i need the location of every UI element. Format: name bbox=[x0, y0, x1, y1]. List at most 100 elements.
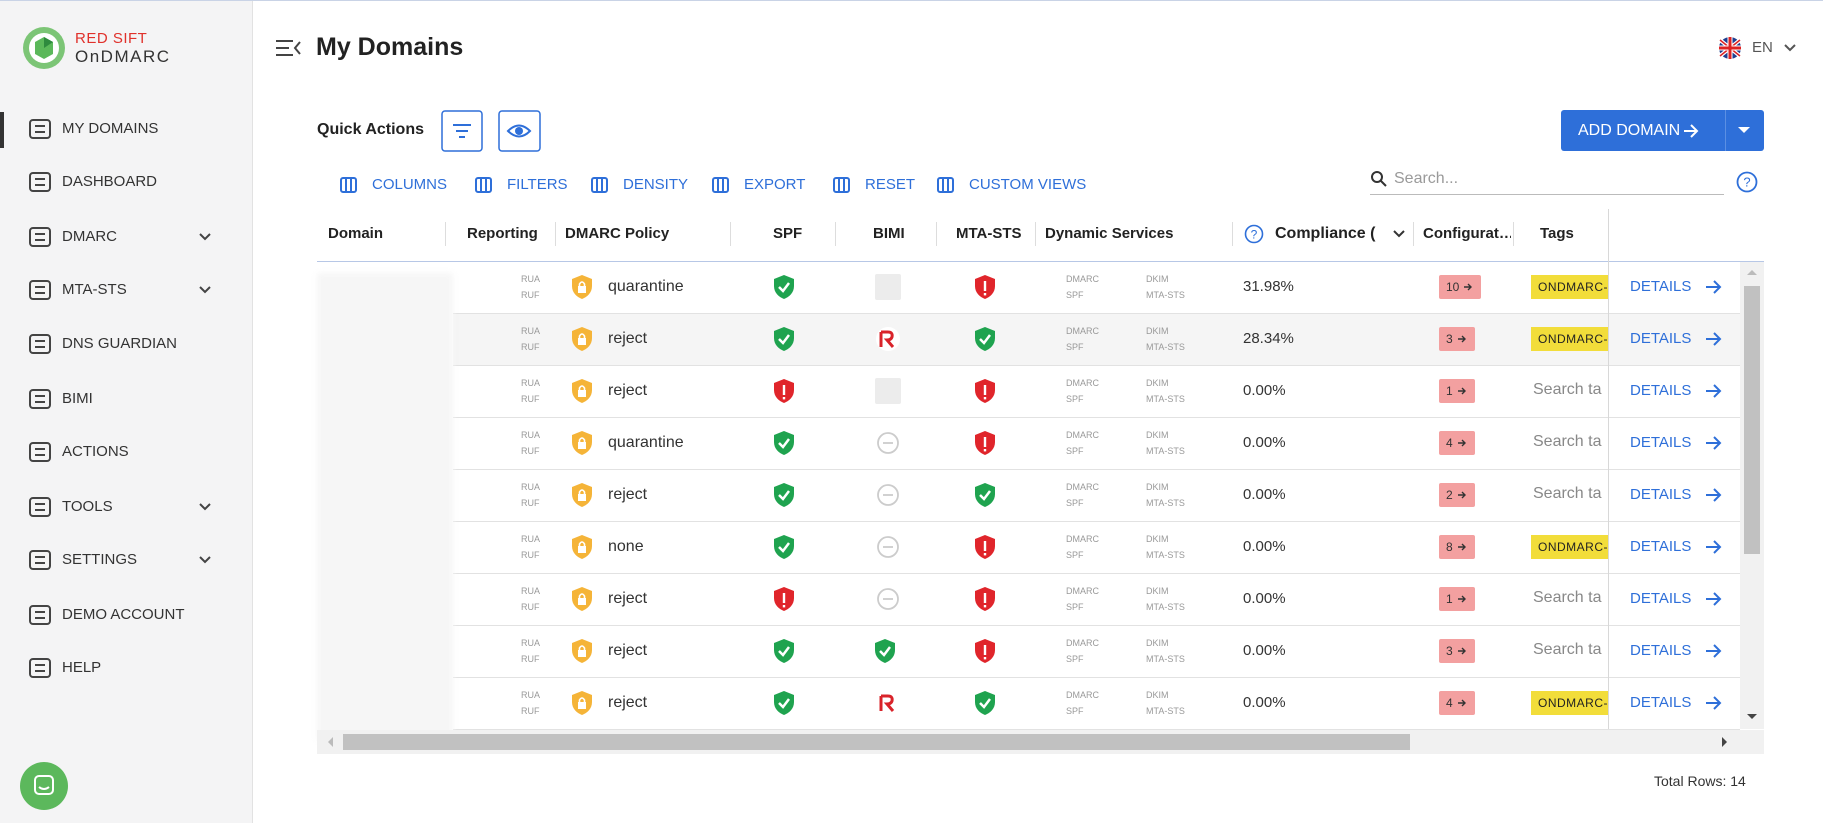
reporting-rua: RUA bbox=[521, 430, 541, 440]
configuration-badge[interactable] bbox=[1439, 275, 1481, 299]
help-icon[interactable]: ? bbox=[1736, 171, 1758, 193]
compliance: 0.00% bbox=[1243, 642, 1286, 659]
service-dkim: DKIM bbox=[1146, 482, 1169, 492]
language-flag[interactable] bbox=[1718, 36, 1742, 60]
add-domain-button[interactable] bbox=[1561, 110, 1764, 151]
toolbar-button[interactable]: CUSTOM VIEWS bbox=[969, 176, 1087, 193]
details-link[interactable]: DETAILS bbox=[1630, 486, 1692, 503]
toolbar-button[interactable]: COLUMNS bbox=[372, 176, 448, 193]
v-scroll-thumb[interactable] bbox=[1744, 286, 1760, 554]
toolbar-button[interactable]: RESET bbox=[865, 176, 916, 193]
configuration-badge[interactable] bbox=[1439, 327, 1475, 351]
tag-input[interactable]: Search ta bbox=[1533, 381, 1602, 398]
nav-item[interactable]: BIMI bbox=[62, 390, 93, 407]
configuration-badge[interactable] bbox=[1439, 483, 1475, 507]
configuration-badge[interactable] bbox=[1439, 535, 1475, 559]
details-link[interactable]: DETAILS bbox=[1630, 538, 1692, 555]
column-header[interactable]: Dynamic Services bbox=[1045, 225, 1174, 242]
configuration-badge[interactable] bbox=[1439, 691, 1475, 715]
toolbar-button[interactable]: EXPORT bbox=[744, 176, 806, 193]
bimi-status bbox=[876, 327, 900, 351]
configuration-count[interactable]: 1 bbox=[1446, 384, 1453, 398]
tag-input[interactable]: Search ta bbox=[1533, 589, 1602, 606]
compliance: 0.00% bbox=[1243, 486, 1286, 503]
compliance: 31.98% bbox=[1243, 278, 1294, 295]
service-mta-sts: MTA-STS bbox=[1146, 498, 1185, 508]
search-input[interactable] bbox=[1370, 194, 1724, 195]
mta-sts-status bbox=[975, 327, 995, 351]
view-button[interactable] bbox=[498, 110, 541, 152]
configuration-count[interactable]: 4 bbox=[1446, 436, 1453, 450]
configuration-count[interactable]: 1 bbox=[1446, 592, 1453, 606]
configuration-count[interactable]: 4 bbox=[1446, 696, 1453, 710]
service-dmarc: DMARC bbox=[1066, 534, 1099, 544]
configuration-count[interactable]: 2 bbox=[1446, 488, 1453, 502]
configuration-arrow bbox=[1458, 335, 1466, 343]
dmarc-policy: quarantine bbox=[608, 434, 684, 451]
bimi-status bbox=[877, 484, 899, 506]
column-header[interactable]: Domain bbox=[328, 225, 384, 242]
nav-item[interactable]: DNS GUARDIAN bbox=[62, 335, 178, 352]
nav-item[interactable]: SETTINGS bbox=[62, 551, 138, 568]
configuration-arrow bbox=[1458, 439, 1466, 447]
row-separator bbox=[453, 365, 1740, 366]
configuration-badge[interactable] bbox=[1439, 431, 1475, 455]
service-spf: SPF bbox=[1066, 446, 1084, 456]
column-header[interactable]: MTA-STS bbox=[956, 225, 1022, 242]
search-placeholder[interactable]: Search... bbox=[1394, 170, 1459, 187]
configuration-count[interactable]: 3 bbox=[1446, 332, 1453, 346]
configuration-badge[interactable] bbox=[1439, 639, 1475, 663]
nav-icon bbox=[29, 227, 51, 247]
add-domain-label[interactable]: ADD DOMAIN bbox=[1578, 122, 1681, 139]
language[interactable]: EN bbox=[1752, 39, 1773, 56]
details-link[interactable]: DETAILS bbox=[1630, 382, 1692, 399]
details-link[interactable]: DETAILS bbox=[1630, 278, 1692, 295]
configuration-badge[interactable] bbox=[1439, 587, 1475, 611]
details-link[interactable]: DETAILS bbox=[1630, 694, 1692, 711]
column-header[interactable]: Tags bbox=[1540, 225, 1574, 242]
nav-item[interactable]: MY DOMAINS bbox=[62, 120, 159, 137]
add-domain-menu[interactable] bbox=[1736, 124, 1752, 136]
menu-toggle[interactable] bbox=[275, 37, 301, 59]
details-link[interactable]: DETAILS bbox=[1630, 590, 1692, 607]
configuration-badge[interactable] bbox=[1439, 379, 1475, 403]
policy-icon bbox=[572, 431, 592, 455]
nav-item[interactable]: DASHBOARD bbox=[62, 173, 158, 190]
service-dkim: DKIM bbox=[1146, 690, 1169, 700]
configuration-arrow bbox=[1458, 387, 1466, 395]
mta-sts-status bbox=[975, 379, 995, 403]
column-header[interactable]: Configurat… bbox=[1423, 225, 1511, 242]
filter-button[interactable] bbox=[441, 110, 483, 152]
reporting-rua: RUA bbox=[521, 690, 541, 700]
tag-input[interactable]: Search ta bbox=[1533, 433, 1602, 450]
column-header[interactable]: Compliance ( bbox=[1275, 225, 1376, 242]
nav-item[interactable]: TOOLS bbox=[62, 498, 113, 515]
configuration-count[interactable]: 3 bbox=[1446, 644, 1453, 658]
details-link[interactable]: DETAILS bbox=[1630, 434, 1692, 451]
tag-input[interactable]: Search ta bbox=[1533, 641, 1602, 658]
configuration-count[interactable]: 10 bbox=[1446, 280, 1460, 294]
chat-button[interactable] bbox=[20, 762, 68, 810]
details-link[interactable]: DETAILS bbox=[1630, 642, 1692, 659]
configuration-arrow bbox=[1458, 699, 1466, 707]
nav-item[interactable]: HELP bbox=[62, 659, 102, 676]
configuration-count[interactable]: 8 bbox=[1446, 540, 1453, 554]
tag-input[interactable]: Search ta bbox=[1533, 485, 1602, 502]
service-mta-sts: MTA-STS bbox=[1146, 550, 1185, 560]
toolbar-button[interactable]: DENSITY bbox=[623, 176, 689, 193]
column-header[interactable]: BIMI bbox=[873, 225, 905, 242]
nav-item[interactable]: ACTIONS bbox=[62, 443, 129, 460]
nav-item[interactable]: DEMO ACCOUNT bbox=[62, 606, 185, 623]
service-dkim: DKIM bbox=[1146, 430, 1169, 440]
h-scroll-thumb[interactable] bbox=[343, 734, 1410, 750]
nav-item[interactable]: MTA-STS bbox=[62, 281, 127, 298]
row-separator bbox=[453, 677, 1740, 678]
details-link[interactable]: DETAILS bbox=[1630, 330, 1692, 347]
nav-item[interactable]: DMARC bbox=[62, 228, 117, 245]
domain-redacted bbox=[317, 273, 453, 741]
column-header[interactable]: Reporting bbox=[467, 225, 538, 242]
column-header[interactable]: SPF bbox=[773, 225, 803, 242]
toolbar-button[interactable]: FILTERS bbox=[507, 176, 568, 193]
column-header[interactable]: DMARC Policy bbox=[565, 225, 670, 242]
service-mta-sts: MTA-STS bbox=[1146, 706, 1185, 716]
